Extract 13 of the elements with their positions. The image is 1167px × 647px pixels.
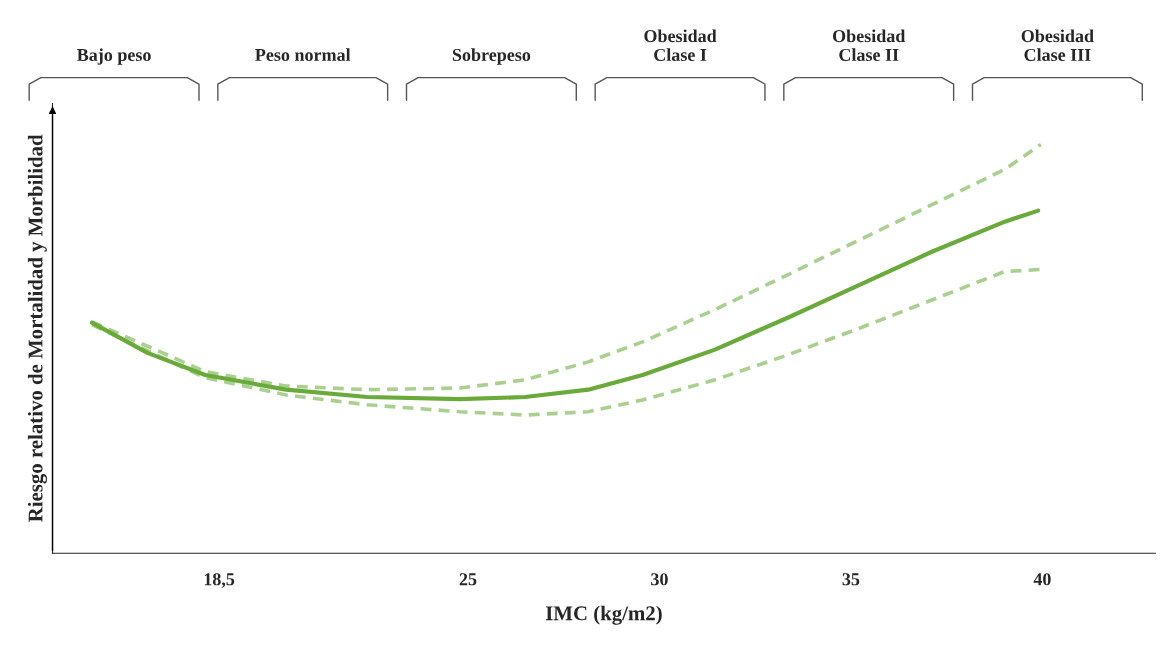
text: Obesidad Clase III [1021,29,1094,62]
x-tick-label: 35 [842,573,860,586]
text: Sobrepeso [452,48,531,65]
y-axis-title: Riesgo relativo de Mortalidad y Morbilidad [27,134,47,522]
x-axis-title: IMC (kg/m2) [545,605,662,625]
x-tick-label: 30 [651,573,668,586]
text: Obesidad Clase I [644,29,717,62]
text: Bajo peso [77,48,151,65]
x-tick-label: 18,5 [204,573,235,588]
text: Peso normal [255,48,351,62]
x-tick-label: 40 [1033,573,1051,586]
x-tick-label: 25 [459,573,477,586]
text: Obesidad Clase II [832,29,906,62]
